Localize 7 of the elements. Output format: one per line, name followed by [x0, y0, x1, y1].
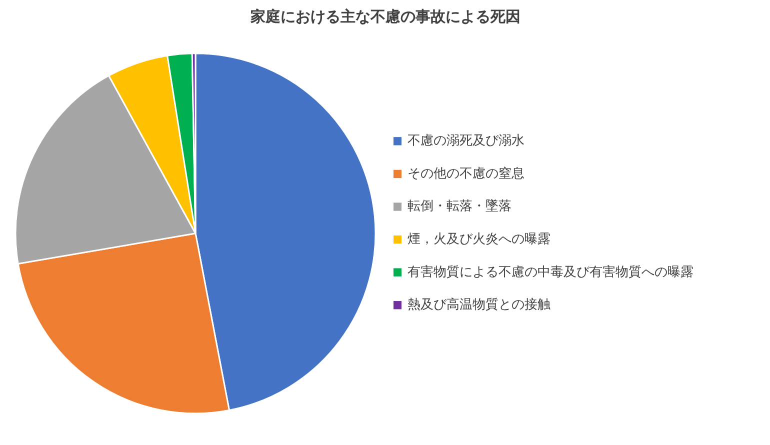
legend-label: 煙，火及び火炎への曝露: [408, 232, 550, 248]
chart-title: 家庭における主な不慮の事故による死因: [250, 8, 520, 26]
legend-label: 熱及び高温物質との接触: [408, 296, 550, 313]
legend-label: 不慮の溺死及び溺水: [408, 134, 524, 149]
legend-label: 転倒・転落・墜落: [408, 199, 512, 214]
legend-label: その他の不慮の窒息: [408, 165, 524, 182]
legend-label: 有害物質による不慮の中毒及び有害物質への曝露: [408, 264, 694, 280]
